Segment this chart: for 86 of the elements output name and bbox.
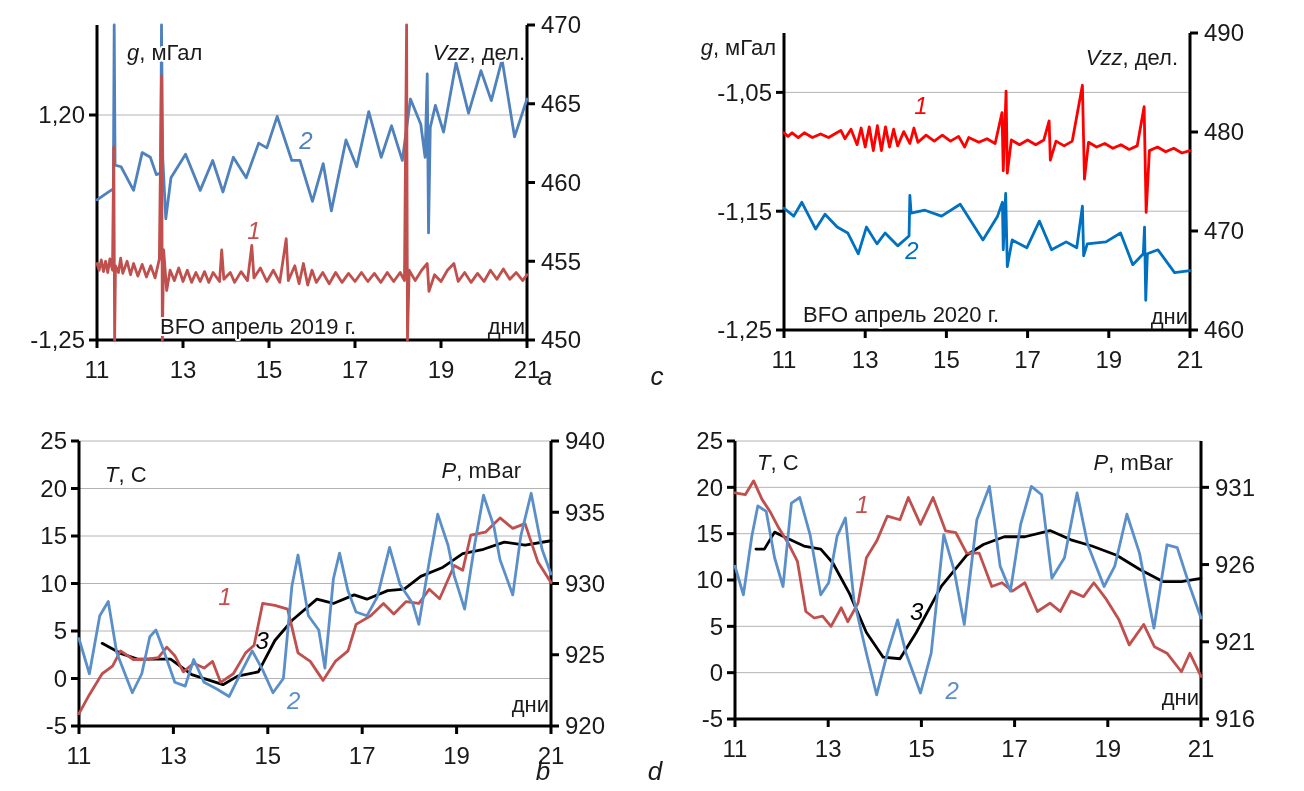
y2-tick-label: 926 [1215,550,1256,578]
y-tick-label: 0 [53,664,67,692]
x-tick-label: 13 [851,346,879,373]
y-tick-label: 10 [696,566,723,594]
y2-tick-label: 916 [1215,705,1256,733]
y-tick-label: 25 [696,427,723,455]
x-tick-label: 13 [160,742,187,769]
x-axis-title: дни [1161,685,1199,710]
y2-tick-label: 465 [541,90,582,118]
y-tick-label: 1,20 [38,101,85,129]
y-axis-title: g, мГал [700,35,776,60]
x-axis-title: дни [1150,304,1188,329]
series-label: 1 [914,92,928,120]
y-tick-label: -1,05 [717,78,772,106]
line-series [77,516,553,716]
y-tick-label: -1,25 [717,316,772,344]
y2-tick-label: 480 [1204,118,1245,146]
annotation: BFO апрель 2020 г. [803,302,1000,327]
y-tick-label: -5 [701,705,723,733]
y2-tick-label: 470 [1204,217,1245,245]
y2-tick-label: 470 [541,11,582,39]
x-tick-label: 19 [1094,735,1122,762]
y-tick-label: 5 [709,612,723,640]
x-tick-label: 17 [341,356,369,383]
y2-tick-label: 921 [1215,628,1256,656]
x-tick-label: 13 [814,735,842,762]
y2-tick-label: 940 [565,427,606,455]
x-tick-label: 11 [66,742,92,769]
series-label: 2 [286,687,301,715]
y2-axis-title: Vzz, дел. [1085,45,1178,70]
y-tick-label: 15 [40,522,67,550]
x-tick-label: 19 [427,356,455,383]
x-tick-label: 13 [169,356,197,383]
y2-tick-label: 935 [565,498,606,526]
y-tick-label: 15 [696,520,723,548]
y2-axis-title: P, mBar [1093,450,1173,475]
y2-tick-label: 931 [1215,473,1256,501]
y2-tick-label: 930 [565,569,606,597]
series-label: 2 [944,677,959,705]
y2-tick-label: 450 [541,326,582,354]
x-tick-label: 15 [255,356,283,383]
x-tick-label: 17 [348,742,376,769]
series-label: 2 [298,127,313,155]
line-series [782,191,1192,302]
y2-tick-label: 455 [541,247,582,275]
y-tick-label: 25 [40,427,67,455]
y-axis-title: T, С [105,462,147,487]
series-label: 1 [247,217,261,245]
x-axis-title: дни [511,692,549,717]
y2-tick-label: 925 [565,641,606,669]
y-tick-label: -1,25 [30,326,85,354]
y-tick-label: 0 [709,659,723,687]
series-label: 2 [904,236,919,264]
x-tick-label: 21 [1187,735,1215,762]
series-label: 3 [255,627,270,655]
y-tick-label: 10 [40,569,67,597]
line-series [782,83,1192,214]
x-tick-label: 17 [1014,346,1041,373]
y2-tick-label: 460 [541,168,582,196]
text: c [650,361,664,391]
series-label: 1 [855,491,869,519]
x-axis-title: дни [487,314,525,339]
y-tick-label: 20 [696,473,723,501]
y2-axis-title: P, mBar [441,458,521,483]
x-tick-label: 19 [1095,346,1123,373]
series-label: 3 [910,598,925,626]
x-tick-label: 11 [722,735,748,762]
y2-tick-label: 920 [565,712,606,740]
y2-tick-label: 460 [1204,316,1245,344]
y-tick-label: 20 [40,474,67,502]
x-tick-label: 19 [443,742,470,769]
y-tick-label: 5 [53,617,67,645]
x-tick-label: 17 [1001,735,1028,762]
y2-axis-title: Vzz, дел. [432,40,525,65]
x-tick-label: 11 [84,356,110,383]
x-tick-label: 21 [1176,346,1204,373]
series-label: 1 [218,583,232,611]
x-tick-label: 15 [908,735,935,762]
text: d [647,756,664,786]
y-tick-label: -5 [45,712,67,740]
x-tick-label: 15 [933,346,960,373]
x-tick-label: 15 [254,742,282,769]
y-axis-title: T, С [757,450,799,475]
y2-tick-label: 490 [1204,19,1245,47]
x-tick-label: 11 [771,346,797,373]
y-tick-label: -1,15 [717,197,772,225]
